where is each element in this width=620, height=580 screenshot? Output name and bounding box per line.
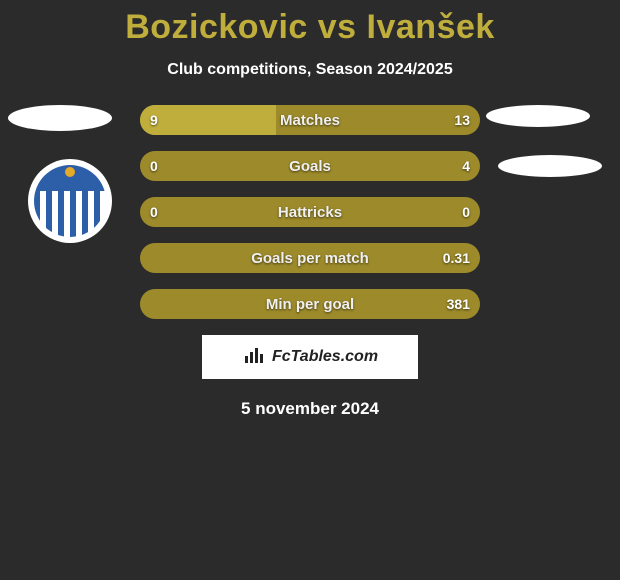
club-logo (28, 159, 112, 243)
player2-name: Ivanšek (367, 8, 495, 46)
comparison-content: 913Matches 04Goals 00Hattricks 0.31Goals pe… (0, 105, 620, 419)
deco-ellipse (498, 155, 602, 177)
comparison-bars: 913Matches 04Goals 00Hattricks 0.31Goals pe… (140, 105, 480, 319)
chart-bar-icon (242, 343, 266, 372)
stat-bar: 381Min per goal (140, 289, 480, 319)
subtitle: Club competitions, Season 2024/2025 (0, 61, 620, 79)
stat-bar: 0.31Goals per match (140, 243, 480, 273)
stat-label: Goals per match (140, 243, 480, 273)
vs-text: vs (318, 8, 357, 46)
stat-bar: 913Matches (140, 105, 480, 135)
deco-ellipse (486, 105, 590, 127)
stat-label: Matches (140, 105, 480, 135)
stat-label: Goals (140, 151, 480, 181)
stat-bar: 04Goals (140, 151, 480, 181)
deco-ellipse (8, 105, 112, 131)
stat-bar: 00Hattricks (140, 197, 480, 227)
source-badge: FcTables.com (202, 335, 418, 379)
source-badge-text: FcTables.com (272, 348, 378, 366)
date-text: 5 november 2024 (0, 399, 620, 419)
stat-label: Hattricks (140, 197, 480, 227)
player1-name: Bozickovic (125, 8, 308, 46)
stat-label: Min per goal (140, 289, 480, 319)
page-title: Bozickovic vs Ivanšek (0, 0, 620, 47)
